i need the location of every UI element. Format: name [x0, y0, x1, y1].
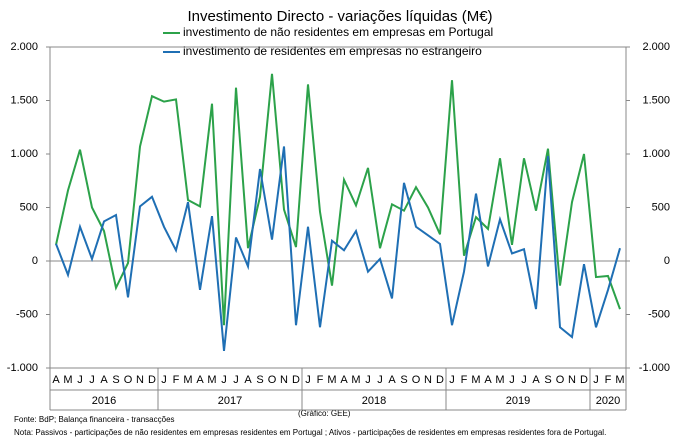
x-tick-label: N	[424, 374, 432, 386]
x-tick-label: D	[436, 374, 444, 386]
y-tick-label: 2.000	[10, 41, 38, 53]
x-tick-label: J	[305, 374, 311, 386]
series-line	[55, 146, 621, 352]
legend-label: investimento de residentes em empresas n…	[183, 44, 482, 58]
x-tick-label: D	[580, 374, 588, 386]
x-tick-label: J	[521, 374, 527, 386]
x-tick-label: M	[471, 374, 480, 386]
y-tick-label: 1.000	[10, 148, 38, 160]
y-tick-label: -500	[16, 308, 38, 320]
y2-tick-label: 1.500	[642, 94, 670, 106]
x-tick-label: J	[89, 374, 95, 386]
y-tick-label: 0	[32, 255, 38, 267]
legend-label: investimento de não residentes em empres…	[183, 25, 493, 39]
x-tick-label: A	[196, 374, 204, 386]
x-tick-label: A	[244, 374, 252, 386]
y2-tick-label: 0	[664, 255, 670, 267]
group-label: 2017	[218, 395, 242, 407]
group-label: 2020	[596, 395, 620, 407]
x-tick-label: F	[173, 374, 180, 386]
x-tick-label: S	[112, 374, 119, 386]
x-tick-label: J	[233, 374, 239, 386]
x-tick-label: S	[400, 374, 407, 386]
x-tick-label: A	[388, 374, 396, 386]
x-tick-label: S	[544, 374, 551, 386]
y2-tick-label: 2.000	[642, 41, 670, 53]
x-tick-label: N	[568, 374, 576, 386]
x-tick-label: A	[52, 374, 60, 386]
x-tick-label: O	[556, 374, 565, 386]
x-tick-label: M	[63, 374, 72, 386]
x-tick-label: D	[148, 374, 156, 386]
x-tick-label: J	[593, 374, 599, 386]
series-line	[55, 73, 621, 326]
x-tick-label: M	[351, 374, 360, 386]
x-tick-label: M	[495, 374, 504, 386]
y-tick-label: 1.500	[10, 94, 38, 106]
group-label: 2019	[506, 395, 530, 407]
x-tick-label: A	[340, 374, 348, 386]
x-tick-label: O	[412, 374, 421, 386]
y2-tick-label: -1.000	[639, 362, 670, 374]
source: Fonte: BdP; Balança financeira - transac…	[14, 415, 175, 424]
x-tick-label: A	[100, 374, 108, 386]
x-tick-label: A	[484, 374, 492, 386]
x-tick-label: N	[136, 374, 144, 386]
x-tick-label: M	[327, 374, 336, 386]
plot-frame	[49, 46, 627, 369]
y2-tick-label: 500	[652, 201, 670, 213]
x-tick-label: J	[161, 374, 167, 386]
chart-title: Investimento Directo - variações líquida…	[187, 8, 492, 25]
x-tick-label: M	[207, 374, 216, 386]
x-tick-label: F	[605, 374, 612, 386]
group-label: 2018	[362, 395, 386, 407]
y-tick-label: -1.000	[7, 362, 38, 374]
x-tick-label: J	[509, 374, 515, 386]
x-tick-label: J	[449, 374, 455, 386]
y2-tick-label: -500	[648, 308, 670, 320]
x-tick-label: J	[365, 374, 371, 386]
x-tick-label: O	[124, 374, 133, 386]
x-tick-label: F	[461, 374, 468, 386]
x-tick-label: F	[317, 374, 324, 386]
x-tick-label: J	[377, 374, 383, 386]
x-tick-label: D	[292, 374, 300, 386]
x-tick-label: M	[615, 374, 624, 386]
x-tick-label: O	[268, 374, 277, 386]
x-tick-label: J	[221, 374, 227, 386]
credit: (Gráfico: GEE)	[298, 409, 351, 418]
note: Nota: Passivos - participações de não re…	[14, 428, 606, 437]
x-tick-label: M	[183, 374, 192, 386]
x-tick-label: J	[77, 374, 83, 386]
x-tick-label: N	[280, 374, 288, 386]
x-tick-label: S	[256, 374, 263, 386]
x-tick-label: A	[532, 374, 540, 386]
y2-tick-label: 1.000	[642, 148, 670, 160]
y-tick-label: 500	[20, 201, 38, 213]
group-label: 2016	[92, 395, 116, 407]
